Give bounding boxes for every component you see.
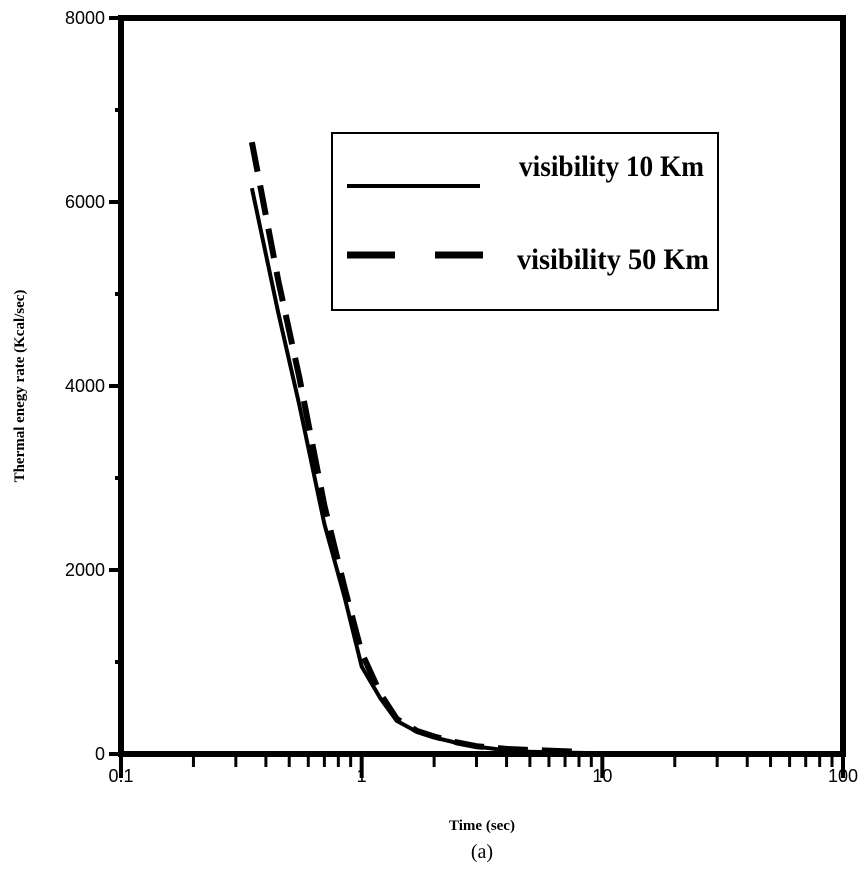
data-point [323, 504, 326, 507]
y-tick-label: 4000 [65, 376, 105, 396]
data-point [298, 375, 301, 378]
legend-box [331, 132, 719, 311]
series-layer [248, 141, 676, 756]
y-tick-label: 8000 [65, 8, 105, 28]
axis-tick-labels: 0.1 1 10 100 0 2000 4000 6000 8000 [65, 8, 858, 786]
data-point [277, 311, 280, 314]
axis-ticks [109, 16, 845, 778]
x-tick-label: 10 [592, 766, 612, 786]
data-point [250, 141, 253, 144]
data-point [250, 187, 253, 190]
series-line-1 [248, 141, 580, 755]
data-point [343, 587, 346, 590]
y-tick-label: 2000 [65, 560, 105, 580]
data-point [360, 665, 363, 668]
legend-label-visibility-50: visibility 50 Km [517, 243, 709, 276]
data-point [433, 735, 436, 738]
data-point [298, 403, 301, 406]
x-axis-title: Time (sec) [449, 818, 515, 834]
figure-caption: (a) [471, 841, 493, 863]
y-axis-title: Thermal enegy rate (Kcal/sec) [12, 290, 28, 483]
data-point [643, 752, 646, 755]
data-point [323, 523, 326, 526]
data-point [395, 718, 398, 721]
x-tick-label: 1 [357, 766, 367, 786]
data-point [456, 741, 459, 744]
data-point [578, 750, 581, 753]
data-point [601, 752, 604, 755]
data-point [416, 730, 419, 733]
legend: visibility 10 Km visibility 50 Km [331, 132, 719, 311]
data-point [360, 651, 363, 654]
x-tick-label: 100 [828, 766, 858, 786]
plot-frame [118, 15, 846, 757]
data-point [564, 750, 567, 753]
x-tick-label: 0.1 [108, 766, 133, 786]
data-point [277, 279, 280, 282]
legend-label-visibility-10: visibility 10 Km [519, 150, 704, 183]
data-point [673, 752, 676, 755]
data-point [505, 747, 508, 750]
data-point [379, 693, 382, 696]
data-point [475, 745, 478, 748]
data-point [528, 748, 531, 751]
y-tick-label: 6000 [65, 192, 105, 212]
y-tick-label: 0 [95, 744, 105, 764]
